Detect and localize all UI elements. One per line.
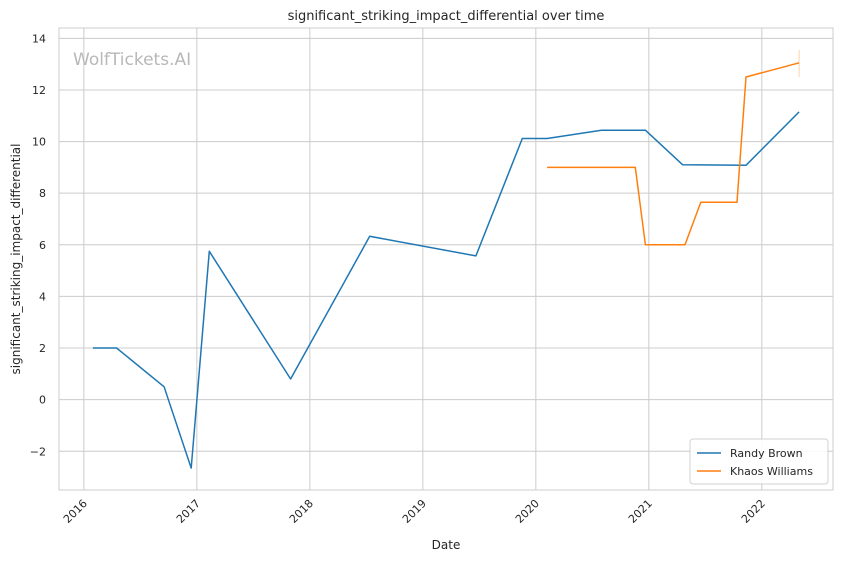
plot-area xyxy=(58,27,834,491)
series-layer xyxy=(92,49,800,469)
y-tick-label: 8 xyxy=(39,187,46,200)
x-tick-label: 2022 xyxy=(739,497,768,526)
legend-label-khaos-williams: Khaos Williams xyxy=(730,465,813,478)
x-axis-label: Date xyxy=(432,538,461,552)
y-tick-label: 14 xyxy=(32,32,46,45)
y-tick-label: −2 xyxy=(30,445,46,458)
series-line-khaos-williams xyxy=(547,62,800,246)
y-tick-label: 10 xyxy=(32,136,46,149)
x-tick-label: 2020 xyxy=(513,497,542,526)
y-axis-ticks: −2 0 2 4 6 8 10 12 14 xyxy=(30,32,46,458)
x-tick-label: 2021 xyxy=(626,497,655,526)
x-axis-ticks: 2016 2017 2018 2019 2020 2021 2022 xyxy=(61,497,768,526)
y-tick-label: 4 xyxy=(39,290,46,303)
legend: Randy Brown Khaos Williams xyxy=(689,438,829,485)
y-axis-label: significant_striking_impact_differential xyxy=(9,144,23,375)
x-tick-label: 2016 xyxy=(61,497,90,526)
x-tick-label: 2017 xyxy=(174,497,203,526)
watermark: WolfTickets.AI xyxy=(73,50,191,70)
chart-title: significant_striking_impact_differential… xyxy=(288,9,605,24)
legend-label-randy-brown: Randy Brown xyxy=(730,447,803,460)
x-tick-label: 2018 xyxy=(287,497,316,526)
y-tick-label: 6 xyxy=(39,239,46,252)
y-tick-label: 2 xyxy=(39,342,46,355)
x-tick-label: 2019 xyxy=(400,497,429,526)
y-tick-label: 0 xyxy=(39,394,46,407)
y-tick-label: 12 xyxy=(32,84,46,97)
grid xyxy=(59,28,833,490)
legend-box xyxy=(689,438,829,485)
series-line-randy-brown xyxy=(92,111,800,469)
